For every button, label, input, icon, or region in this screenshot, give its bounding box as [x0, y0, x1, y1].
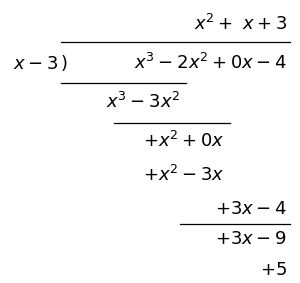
Text: $+x^2 - 3x$: $+x^2 - 3x$ [143, 165, 224, 185]
Text: $+5$: $+5$ [260, 261, 287, 279]
Text: $+3x - 4$: $+3x - 4$ [215, 200, 287, 218]
Text: $x^3 - 2x^2 + 0x - 4$: $x^3 - 2x^2 + 0x - 4$ [134, 53, 287, 73]
Text: $x - 3\,)$: $x - 3\,)$ [13, 53, 68, 73]
Text: $+3x - 9$: $+3x - 9$ [215, 230, 287, 248]
Text: $+x^2 + 0x$: $+x^2 + 0x$ [143, 131, 224, 151]
Text: $x^2 +\  x + 3$: $x^2 +\ x + 3$ [194, 14, 287, 34]
Text: $x^3 - 3x^2$: $x^3 - 3x^2$ [106, 92, 180, 112]
